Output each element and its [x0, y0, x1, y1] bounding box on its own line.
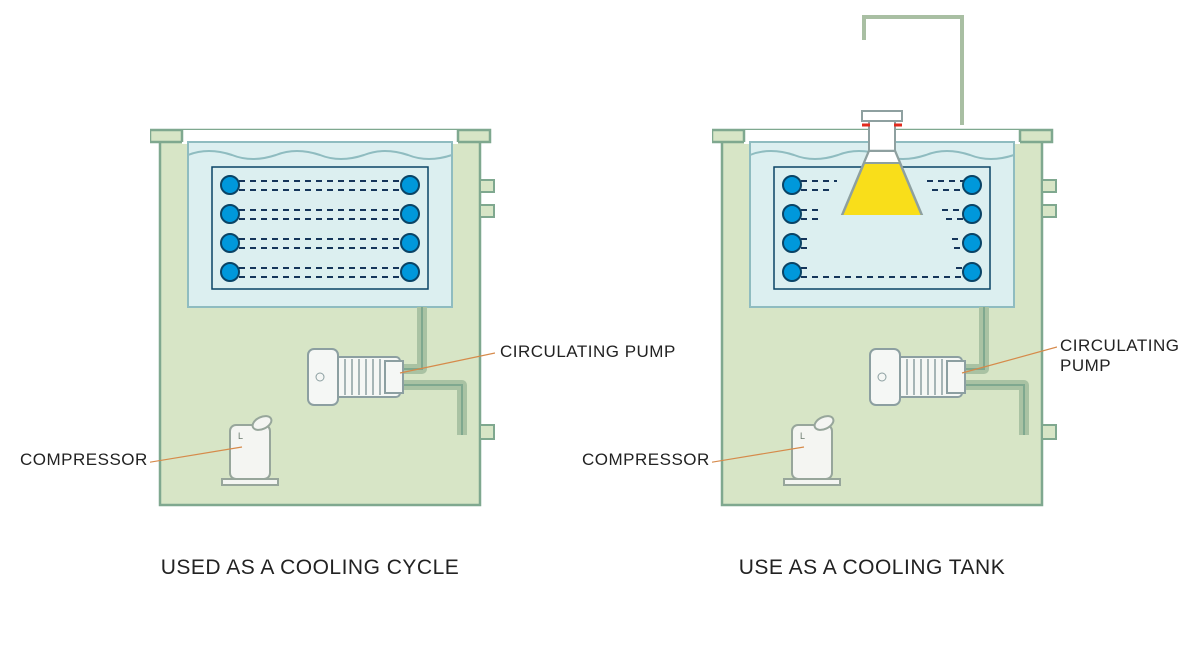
compressor-label-right: COMPRESSOR: [582, 450, 710, 470]
diagram-cooling-tank: L: [712, 125, 1057, 525]
diagram-cooling-cycle: L: [150, 125, 495, 525]
pump-icon: [870, 349, 965, 405]
pump-icon: [308, 349, 403, 405]
flask-overlay: [712, 15, 1057, 215]
cooling-cycle-svg: L: [150, 125, 495, 525]
svg-text:L: L: [800, 431, 805, 441]
caption-right: USE AS A COOLING TANK: [712, 556, 1032, 580]
caption-left: USED AS A COOLING CYCLE: [150, 556, 470, 580]
svg-text:L: L: [238, 431, 243, 441]
compressor-label-left: COMPRESSOR: [20, 450, 148, 470]
pump-label-right: CIRCULATING PUMP: [1060, 336, 1200, 376]
pump-label-left: CIRCULATING PUMP: [500, 342, 676, 362]
